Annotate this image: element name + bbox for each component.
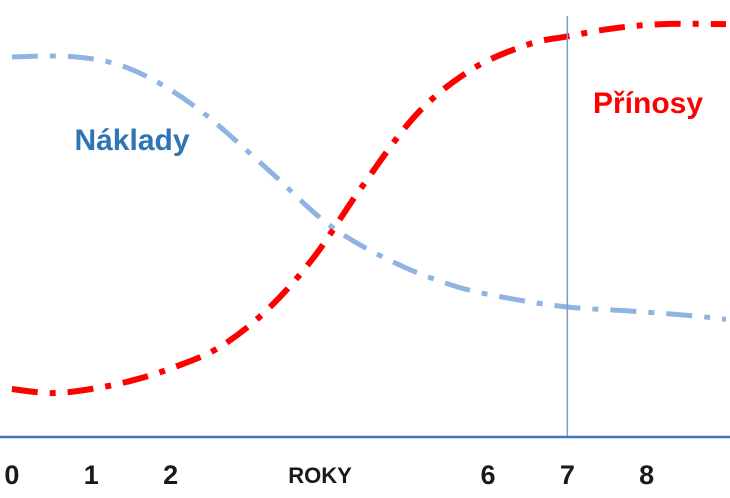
x-tick-label-0: 0: [4, 460, 19, 490]
x-axis-title: ROKY: [288, 463, 352, 488]
x-tick-label-8: 8: [639, 460, 654, 490]
series-label-1: Přínosy: [593, 87, 703, 120]
x-tick-label-2: 2: [163, 460, 178, 490]
series-line-naklady: [11, 53, 727, 322]
x-tick-labels: 0 1 2 6 7 8: [4, 460, 654, 490]
x-tick-label-6: 6: [480, 460, 495, 490]
series-line-prinosy: [11, 20, 727, 397]
series-labels: Náklady Přínosy: [74, 87, 703, 157]
x-tick-label-7: 7: [560, 460, 575, 490]
series-label-0: Náklady: [74, 124, 189, 157]
series-layer: [11, 20, 727, 397]
x-tick-label-1: 1: [84, 460, 99, 490]
